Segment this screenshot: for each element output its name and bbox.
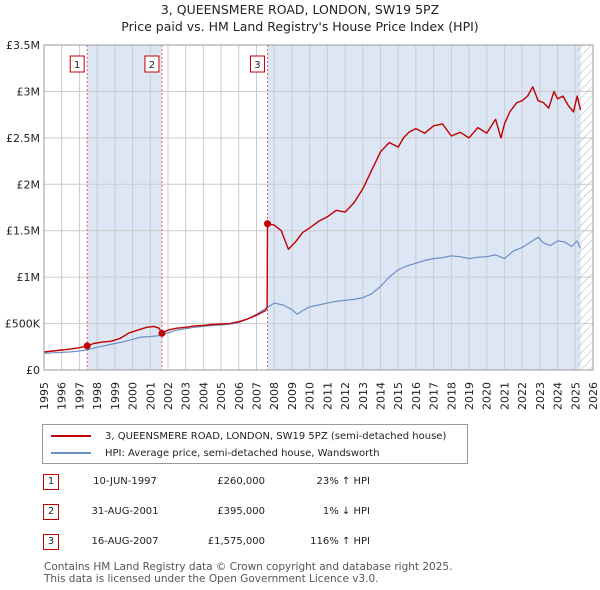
sale-price: £395,000 xyxy=(217,506,265,517)
x-tick-label: 2000 xyxy=(127,382,140,410)
x-tick-label: 2013 xyxy=(357,382,370,410)
sale-marker-label: 2 xyxy=(149,60,155,71)
x-tick-label: 2024 xyxy=(552,382,565,410)
chart-legend: 3, QUEENSMERE ROAD, LONDON, SW19 5PZ (se… xyxy=(42,424,468,464)
table-row: 2 31-AUG-2001 £395,000 1% ↓ HPI xyxy=(0,504,600,524)
y-tick-label: £2M xyxy=(17,178,41,191)
plot-frame xyxy=(43,44,594,371)
x-tick-label: 2023 xyxy=(534,382,547,410)
x-tick-label: 2026 xyxy=(587,382,600,410)
sale-marker-box xyxy=(144,55,160,73)
x-tick-label: 2019 xyxy=(463,382,476,410)
x-tick-label: 2016 xyxy=(410,382,423,410)
sale-hpi-change: 1% ↓ HPI xyxy=(322,506,370,517)
sale-number-badge: 1 xyxy=(43,474,59,490)
future-hatch-area xyxy=(577,45,593,370)
x-tick-label: 2021 xyxy=(498,382,511,410)
x-tick-label: 1996 xyxy=(56,382,69,410)
x-tick-label: 2020 xyxy=(481,382,494,410)
x-tick-label: 2006 xyxy=(233,382,246,410)
x-tick-label: 2012 xyxy=(339,382,352,410)
x-tick-label: 2002 xyxy=(162,382,175,410)
x-tick-label: 2018 xyxy=(445,382,458,410)
x-tick-label: 2011 xyxy=(321,382,334,410)
y-tick-label: £1M xyxy=(17,271,41,284)
x-tick-label: 2010 xyxy=(304,382,317,410)
legend-label-hpi: HPI: Average price, semi-detached house,… xyxy=(105,447,380,459)
chart-subtitle: Price paid vs. HM Land Registry's House … xyxy=(121,19,479,34)
sale-date: 10-JUN-1997 xyxy=(93,476,157,487)
x-tick-label: 2008 xyxy=(268,382,281,410)
sale-marker-label: 3 xyxy=(254,60,260,71)
x-tick-label: 1997 xyxy=(73,382,86,410)
x-tick-label: 2014 xyxy=(374,382,387,410)
price-chart: 1 2 3 £0 £500K £1M £1.5M £2M £2.5M £3M £3.5M 1995 1… xyxy=(5,39,600,410)
x-tick-label: 1998 xyxy=(91,382,104,410)
sale-number-badge: 3 xyxy=(43,534,59,550)
x-tick-label: 1999 xyxy=(109,382,122,410)
price-paid-line xyxy=(44,86,582,353)
x-tick-label: 2005 xyxy=(215,382,228,410)
x-tick-label: 2001 xyxy=(144,382,157,410)
legend-swatch-price xyxy=(51,435,91,437)
sale-point xyxy=(263,220,271,228)
chart-title-address: 3, QUEENSMERE ROAD, LONDON, SW19 5PZ xyxy=(160,2,440,17)
x-tick-label: 2017 xyxy=(428,382,441,410)
ownership-shade xyxy=(267,45,581,370)
y-tick-label: £1.5M xyxy=(6,225,40,238)
y-tick-label: £500K xyxy=(5,318,41,331)
sale-hpi-change: 23% ↑ HPI xyxy=(316,476,370,487)
sale-price: £260,000 xyxy=(217,476,265,487)
sale-marker-box xyxy=(249,55,265,73)
sale-number-badge: 2 xyxy=(43,504,59,520)
sale-hpi-change: 116% ↑ HPI xyxy=(310,536,370,547)
x-tick-label: 2025 xyxy=(569,382,582,410)
x-tick-label: 2022 xyxy=(516,382,529,410)
table-row: 1 10-JUN-1997 £260,000 23% ↑ HPI xyxy=(0,474,600,494)
x-tick-label: 2009 xyxy=(286,382,299,410)
footer-copyright: Contains HM Land Registry data © Crown c… xyxy=(44,561,453,573)
x-tick-label: 2003 xyxy=(180,382,193,410)
legend-label-price: 3, QUEENSMERE ROAD, LONDON, SW19 5PZ (se… xyxy=(105,430,447,442)
sale-point xyxy=(158,329,166,337)
footer-licence: This data is licensed under the Open Gov… xyxy=(44,573,379,585)
legend-swatch-hpi xyxy=(51,452,91,454)
x-tick-label: 2004 xyxy=(197,382,210,410)
x-tick-label: 2015 xyxy=(392,382,405,410)
y-tick-label: £0 xyxy=(26,364,40,377)
sale-point xyxy=(83,342,91,350)
y-tick-label: £3M xyxy=(17,85,41,98)
ownership-shade xyxy=(87,45,162,370)
legend-item-hpi: HPI: Average price, semi-detached house,… xyxy=(51,445,380,461)
table-row: 3 16-AUG-2007 £1,575,000 116% ↑ HPI xyxy=(0,534,600,554)
sale-date: 16-AUG-2007 xyxy=(91,536,159,547)
sale-date: 31-AUG-2001 xyxy=(91,506,159,517)
sale-price: £1,575,000 xyxy=(207,536,265,547)
x-tick-label: 2007 xyxy=(251,382,264,410)
legend-item-price: 3, QUEENSMERE ROAD, LONDON, SW19 5PZ (se… xyxy=(51,428,446,444)
hpi-line xyxy=(44,236,582,354)
y-tick-label: £2.5M xyxy=(6,132,40,145)
sale-marker-label: 1 xyxy=(74,60,80,71)
x-tick-label: 1995 xyxy=(38,382,51,410)
sale-marker-box xyxy=(69,55,85,73)
y-tick-label: £3.5M xyxy=(6,39,40,52)
